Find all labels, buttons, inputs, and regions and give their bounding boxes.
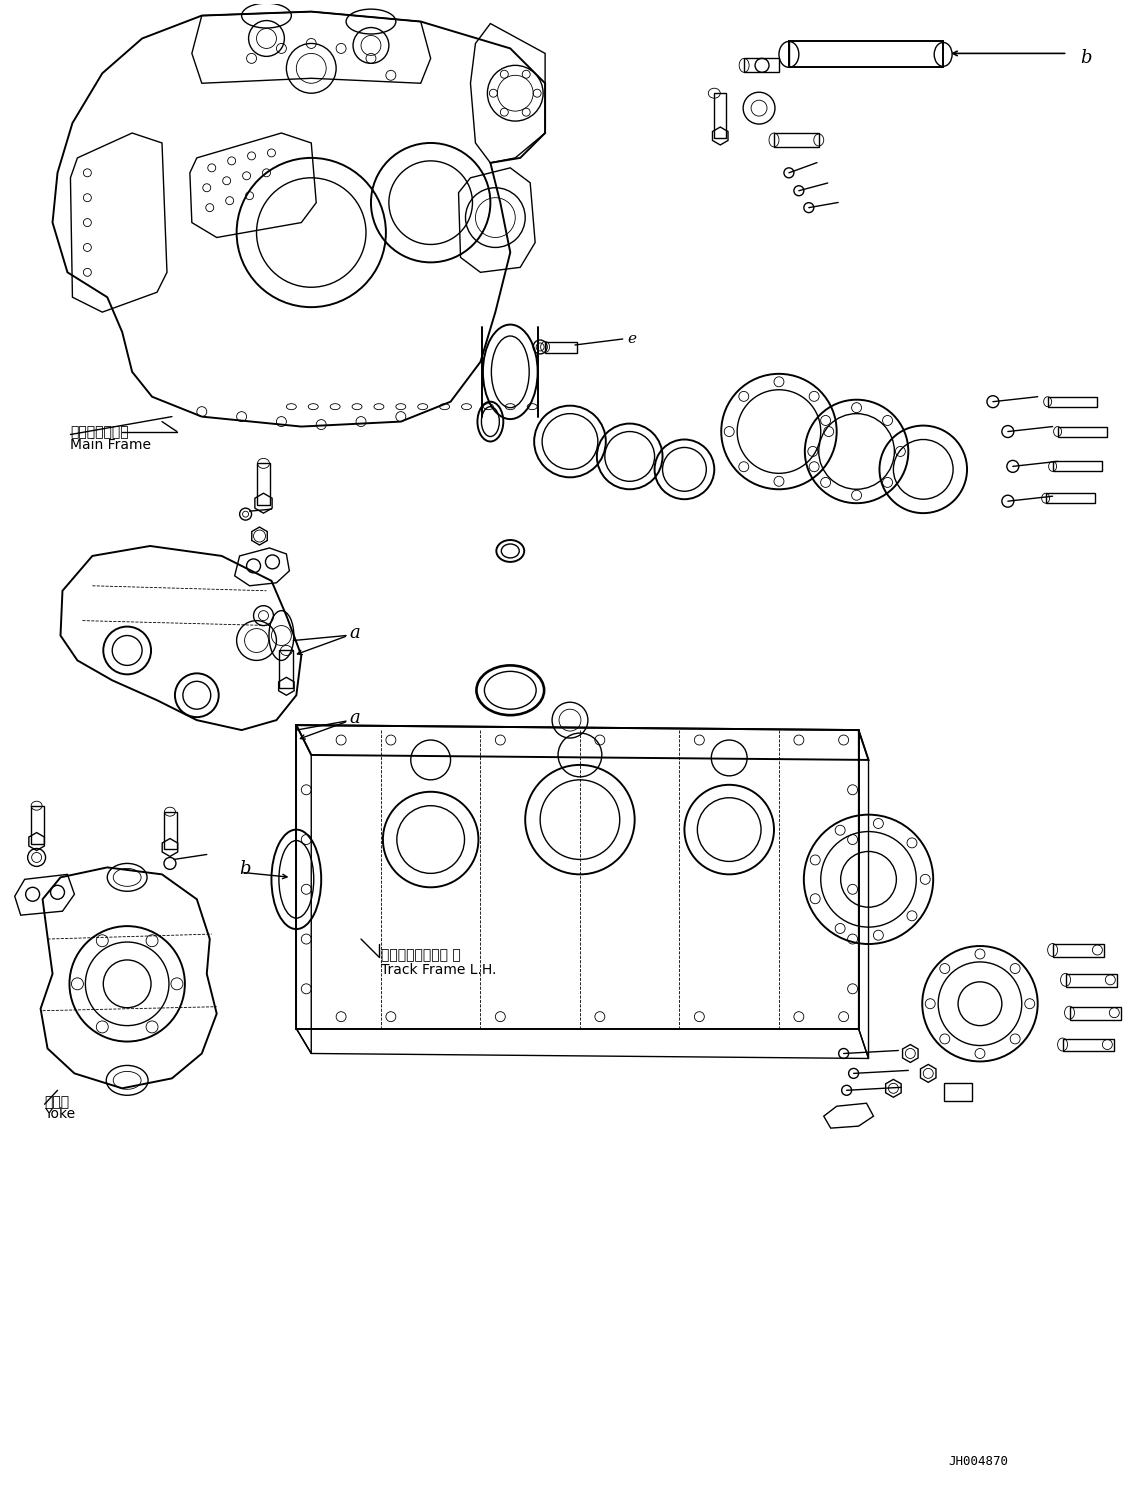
Bar bbox=[1069, 1006, 1121, 1020]
Text: JH004870: JH004870 bbox=[948, 1455, 1008, 1467]
Bar bbox=[944, 1084, 972, 1102]
Bar bbox=[1045, 494, 1095, 502]
Bar bbox=[1062, 1039, 1115, 1051]
Text: メインフレーム: メインフレーム bbox=[70, 425, 129, 440]
Text: トラックフレーム 左: トラックフレーム 左 bbox=[381, 948, 461, 962]
Bar bbox=[279, 650, 293, 689]
Bar bbox=[1066, 974, 1117, 987]
Bar bbox=[745, 58, 779, 72]
Text: e: e bbox=[628, 332, 637, 346]
Bar bbox=[1058, 426, 1108, 437]
Text: b: b bbox=[239, 860, 251, 878]
Text: Main Frame: Main Frame bbox=[70, 438, 151, 452]
Bar bbox=[714, 94, 726, 139]
Text: a: a bbox=[350, 623, 360, 641]
Bar bbox=[1052, 944, 1104, 957]
Bar bbox=[31, 805, 43, 844]
Text: Track Frame L.H.: Track Frame L.H. bbox=[381, 963, 496, 977]
Bar bbox=[1052, 461, 1102, 471]
Text: a: a bbox=[350, 710, 360, 728]
Text: ヨーク: ヨーク bbox=[44, 1096, 69, 1109]
Bar bbox=[774, 133, 818, 148]
Bar bbox=[257, 464, 270, 505]
Text: Yoke: Yoke bbox=[44, 1108, 76, 1121]
Bar bbox=[163, 811, 177, 850]
Bar bbox=[789, 42, 943, 67]
Bar bbox=[1048, 397, 1098, 407]
Text: b: b bbox=[1081, 49, 1092, 67]
Bar bbox=[545, 341, 577, 353]
